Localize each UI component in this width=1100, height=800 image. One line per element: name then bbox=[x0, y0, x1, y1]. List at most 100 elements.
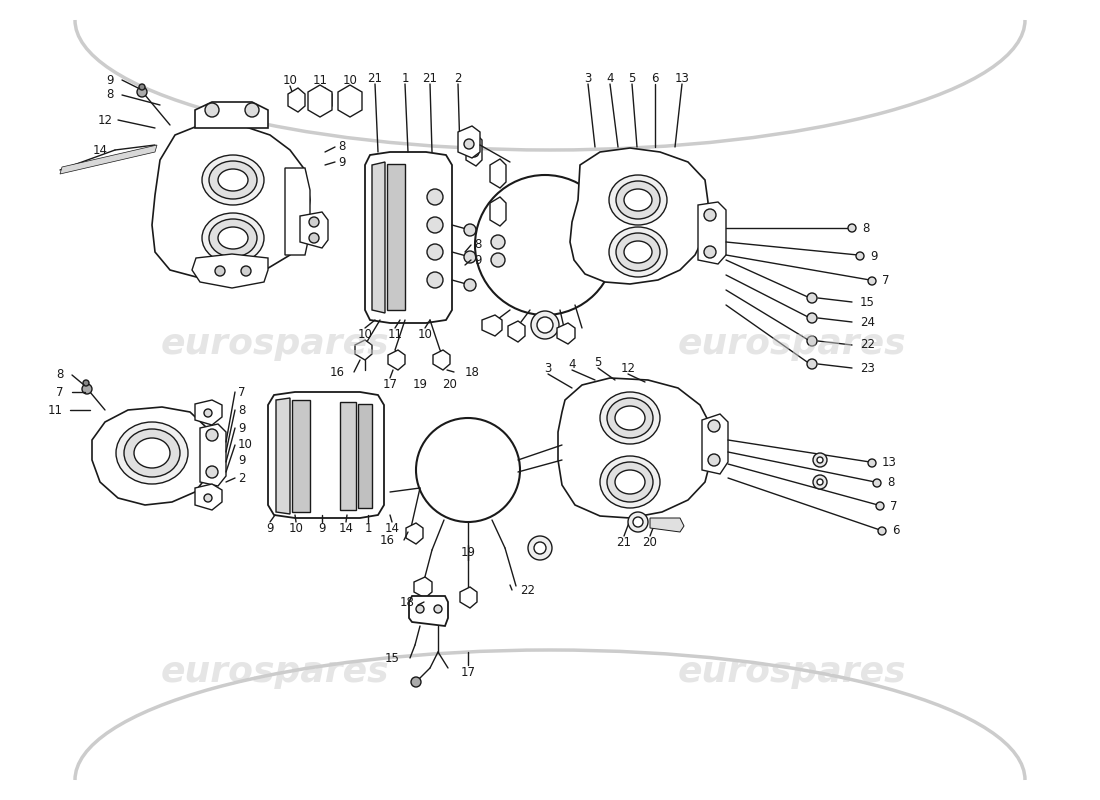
Polygon shape bbox=[152, 125, 310, 278]
Text: 8: 8 bbox=[238, 403, 245, 417]
Circle shape bbox=[205, 103, 219, 117]
Polygon shape bbox=[195, 484, 222, 510]
Polygon shape bbox=[508, 321, 525, 342]
Circle shape bbox=[427, 217, 443, 233]
Circle shape bbox=[464, 224, 476, 236]
Circle shape bbox=[204, 409, 212, 417]
Circle shape bbox=[813, 475, 827, 489]
Text: 18: 18 bbox=[400, 595, 415, 609]
Polygon shape bbox=[355, 340, 372, 360]
Text: 1: 1 bbox=[364, 522, 372, 534]
Text: 8: 8 bbox=[862, 222, 869, 234]
Text: 15: 15 bbox=[385, 651, 400, 665]
Text: 6: 6 bbox=[892, 525, 900, 538]
Circle shape bbox=[309, 217, 319, 227]
Text: eurospares: eurospares bbox=[161, 327, 389, 361]
Polygon shape bbox=[650, 518, 684, 532]
Ellipse shape bbox=[609, 175, 667, 225]
Ellipse shape bbox=[218, 169, 248, 191]
Circle shape bbox=[469, 147, 478, 157]
Circle shape bbox=[464, 139, 474, 149]
Polygon shape bbox=[292, 400, 310, 512]
Text: 9: 9 bbox=[474, 254, 482, 266]
Text: 10: 10 bbox=[283, 74, 297, 86]
Text: 7: 7 bbox=[890, 499, 898, 513]
Circle shape bbox=[138, 87, 147, 97]
Text: 10: 10 bbox=[288, 522, 304, 534]
Polygon shape bbox=[288, 88, 305, 112]
Polygon shape bbox=[458, 126, 480, 158]
Polygon shape bbox=[466, 134, 482, 166]
Polygon shape bbox=[195, 400, 222, 425]
Text: 18: 18 bbox=[465, 366, 480, 378]
Circle shape bbox=[807, 293, 817, 303]
Text: eurospares: eurospares bbox=[678, 327, 906, 361]
Polygon shape bbox=[490, 159, 506, 188]
Polygon shape bbox=[340, 402, 356, 510]
Circle shape bbox=[807, 359, 817, 369]
Ellipse shape bbox=[209, 161, 257, 199]
Ellipse shape bbox=[616, 181, 660, 219]
Polygon shape bbox=[300, 212, 328, 248]
Polygon shape bbox=[482, 315, 502, 336]
Text: 20: 20 bbox=[642, 535, 658, 549]
Text: 21: 21 bbox=[616, 535, 631, 549]
Circle shape bbox=[309, 233, 319, 243]
Text: 7: 7 bbox=[56, 386, 64, 398]
Circle shape bbox=[817, 457, 823, 463]
Ellipse shape bbox=[209, 219, 257, 257]
Text: 16: 16 bbox=[379, 534, 395, 546]
Text: 19: 19 bbox=[461, 546, 475, 558]
Circle shape bbox=[708, 420, 720, 432]
Circle shape bbox=[214, 266, 225, 276]
Polygon shape bbox=[192, 254, 268, 288]
Text: 21: 21 bbox=[367, 71, 383, 85]
Text: 13: 13 bbox=[882, 457, 896, 470]
Text: 15: 15 bbox=[860, 295, 875, 309]
Text: 8: 8 bbox=[338, 141, 345, 154]
Ellipse shape bbox=[607, 398, 653, 438]
Ellipse shape bbox=[134, 438, 170, 468]
Text: 9: 9 bbox=[318, 522, 326, 534]
Circle shape bbox=[708, 454, 720, 466]
Text: eurospares: eurospares bbox=[161, 655, 389, 689]
Circle shape bbox=[848, 224, 856, 232]
Text: 7: 7 bbox=[882, 274, 890, 287]
Text: 3: 3 bbox=[584, 71, 592, 85]
Polygon shape bbox=[308, 85, 332, 117]
Polygon shape bbox=[558, 378, 712, 518]
Ellipse shape bbox=[609, 227, 667, 277]
Text: 5: 5 bbox=[628, 71, 636, 85]
Polygon shape bbox=[195, 102, 268, 128]
Circle shape bbox=[416, 605, 424, 613]
Circle shape bbox=[807, 336, 817, 346]
Ellipse shape bbox=[624, 189, 652, 211]
Text: 21: 21 bbox=[422, 71, 438, 85]
Circle shape bbox=[82, 380, 89, 386]
Text: 8: 8 bbox=[107, 89, 113, 102]
Ellipse shape bbox=[116, 422, 188, 484]
Polygon shape bbox=[338, 85, 362, 117]
Circle shape bbox=[204, 494, 212, 502]
Polygon shape bbox=[557, 323, 575, 344]
Circle shape bbox=[464, 279, 476, 291]
Circle shape bbox=[82, 384, 92, 394]
Polygon shape bbox=[702, 414, 728, 474]
Circle shape bbox=[628, 512, 648, 532]
Circle shape bbox=[245, 103, 258, 117]
Text: 17: 17 bbox=[383, 378, 397, 391]
Text: 8: 8 bbox=[887, 477, 894, 490]
Text: 14: 14 bbox=[339, 522, 353, 534]
Text: 11: 11 bbox=[312, 74, 328, 86]
Text: 23: 23 bbox=[860, 362, 875, 374]
Polygon shape bbox=[433, 350, 450, 370]
Text: 7: 7 bbox=[238, 386, 245, 398]
Text: 22: 22 bbox=[520, 583, 535, 597]
Text: 19: 19 bbox=[412, 378, 428, 391]
Text: 9: 9 bbox=[870, 250, 878, 262]
Circle shape bbox=[632, 517, 644, 527]
Circle shape bbox=[704, 209, 716, 221]
Polygon shape bbox=[365, 152, 452, 323]
Ellipse shape bbox=[218, 227, 248, 249]
Circle shape bbox=[856, 252, 864, 260]
